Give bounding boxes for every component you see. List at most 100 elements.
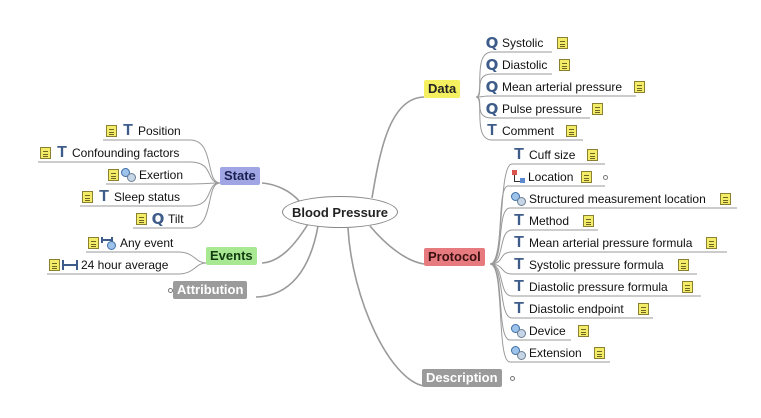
protocol-item-diastolic-pressure-formula[interactable]: T Diastolic pressure formula	[512, 278, 695, 296]
protocol-item-structured-measurement-location[interactable]: Structured measurement location	[511, 190, 733, 208]
slot-icon	[511, 192, 526, 206]
leaf-label: Diastolic endpoint	[529, 302, 624, 316]
quantity-icon: Q	[151, 210, 165, 228]
leaf-label: Device	[529, 324, 566, 338]
root-label: Blood Pressure	[291, 204, 389, 220]
quantity-icon: Q	[485, 34, 499, 52]
leaf-label: Any event	[120, 236, 174, 250]
attribution-expand-handle[interactable]	[168, 288, 173, 293]
location-icon	[511, 170, 525, 184]
note-icon[interactable]	[706, 237, 718, 249]
note-icon[interactable]	[88, 237, 99, 249]
data-item-systolic[interactable]: Q Systolic	[485, 34, 570, 52]
group-attribution-label: Attribution	[177, 282, 244, 297]
note-icon[interactable]	[677, 259, 689, 271]
quantity-icon: Q	[485, 78, 499, 96]
slot-icon	[511, 324, 526, 338]
state-item-confounding-factors[interactable]: T Confounding factors	[38, 144, 182, 162]
data-item-diastolic[interactable]: Q Diastolic	[485, 56, 572, 74]
leaf-label: Comment	[502, 124, 555, 138]
data-item-comment[interactable]: T Comment	[485, 122, 579, 140]
description-expand-handle[interactable]	[510, 376, 515, 381]
protocol-item-method[interactable]: T Method	[512, 212, 596, 230]
group-description[interactable]: Description	[422, 369, 502, 387]
note-icon[interactable]	[634, 81, 646, 93]
leaf-label: Systolic	[502, 36, 544, 50]
leaf-label: 24 hour average	[81, 258, 169, 272]
leaf-label: Confounding factors	[72, 146, 180, 160]
note-icon[interactable]	[136, 213, 147, 225]
leaf-label: Diastolic	[502, 58, 548, 72]
text-icon: T	[514, 300, 524, 317]
text-icon: T	[487, 122, 497, 139]
data-item-pulse-pressure[interactable]: Q Pulse pressure	[485, 100, 605, 118]
group-state[interactable]: State	[220, 167, 260, 185]
note-icon[interactable]	[592, 103, 604, 115]
note-icon[interactable]	[40, 147, 51, 159]
protocol-item-cuff-size[interactable]: T Cuff size	[512, 146, 600, 164]
leaf-label: Position	[138, 124, 181, 138]
data-item-mean-arterial-pressure[interactable]: Q Mean arterial pressure	[485, 78, 647, 96]
leaf-label: Mean arterial pressure	[502, 80, 623, 94]
text-icon: T	[99, 188, 109, 205]
note-icon[interactable]	[593, 347, 605, 359]
root-node[interactable]: Blood Pressure	[282, 196, 398, 228]
text-icon: T	[57, 144, 67, 161]
leaf-label: Mean arterial pressure formula	[529, 236, 693, 250]
slot-icon	[121, 168, 136, 182]
group-data[interactable]: Data	[424, 80, 461, 98]
leaf-label: Structured measurement location	[529, 192, 706, 206]
text-icon: T	[123, 122, 133, 139]
note-icon[interactable]	[581, 171, 593, 183]
protocol-item-systolic-pressure-formula[interactable]: T Systolic pressure formula	[512, 256, 691, 274]
leaf-label: Cuff size	[529, 148, 576, 162]
events-item-24-hour-average[interactable]: 24 hour average	[47, 256, 171, 274]
note-icon[interactable]	[106, 125, 117, 137]
group-description-label: Description	[426, 370, 498, 385]
quantity-icon: Q	[485, 100, 499, 118]
events-item-any-event[interactable]: Any event	[86, 234, 176, 252]
state-item-tilt[interactable]: Q Tilt	[134, 210, 187, 228]
group-events-label: Events	[210, 248, 253, 263]
protocol-item-location[interactable]: Location	[511, 168, 594, 186]
leaf-label: Location	[528, 170, 574, 184]
state-item-exertion[interactable]: Exertion	[106, 166, 186, 184]
leaf-label: Exertion	[139, 168, 184, 182]
protocol-item-device[interactable]: Device	[511, 322, 591, 340]
note-icon[interactable]	[49, 259, 60, 271]
quantity-icon: Q	[485, 56, 499, 74]
note-icon[interactable]	[637, 303, 649, 315]
group-protocol[interactable]: Protocol	[424, 248, 485, 266]
text-icon: T	[514, 278, 524, 295]
note-icon[interactable]	[559, 59, 571, 71]
leaf-label: Method	[529, 214, 570, 228]
note-icon[interactable]	[108, 169, 119, 181]
group-protocol-label: Protocol	[428, 249, 481, 264]
leaf-label: Sleep status	[114, 190, 181, 204]
leaf-label: Tilt	[168, 212, 184, 226]
note-icon[interactable]	[557, 37, 569, 49]
text-icon: T	[514, 146, 524, 163]
any-event-icon	[101, 235, 117, 251]
note-icon[interactable]	[566, 125, 578, 137]
state-item-position[interactable]: T Position	[104, 122, 184, 140]
group-data-label: Data	[428, 81, 457, 96]
group-events[interactable]: Events	[206, 247, 257, 265]
protocol-item-extension[interactable]: Extension	[511, 344, 607, 362]
note-icon[interactable]	[583, 215, 595, 227]
leaf-label: Extension	[529, 346, 582, 360]
slot-icon	[511, 346, 526, 360]
note-icon[interactable]	[719, 193, 731, 205]
note-icon[interactable]	[587, 149, 599, 161]
state-item-sleep-status[interactable]: T Sleep status	[80, 188, 183, 206]
protocol-item-diastolic-endpoint[interactable]: T Diastolic endpoint	[512, 300, 651, 318]
note-icon[interactable]	[577, 325, 589, 337]
group-attribution[interactable]: Attribution	[173, 281, 248, 299]
note-icon[interactable]	[82, 191, 93, 203]
protocol-item-mean-arterial-pressure-formula[interactable]: T Mean arterial pressure formula	[512, 234, 719, 252]
leaf-label: Systolic pressure formula	[529, 258, 664, 272]
note-icon[interactable]	[681, 281, 693, 293]
location-expand-handle[interactable]	[603, 175, 608, 180]
leaf-label: Pulse pressure	[502, 102, 583, 116]
